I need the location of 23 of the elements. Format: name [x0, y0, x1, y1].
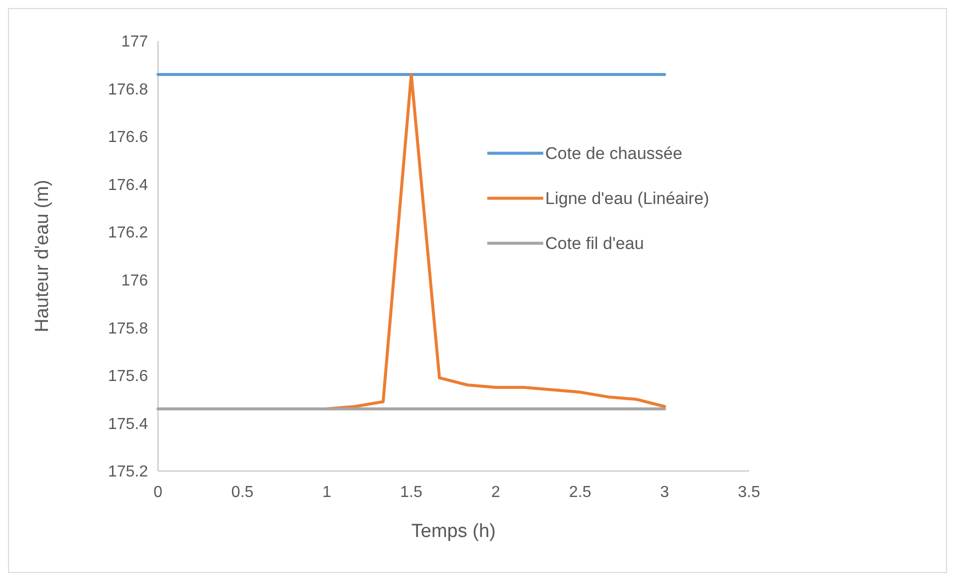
y-tick-label: 176.2 [108, 224, 148, 242]
y-tick-label: 175.4 [108, 416, 148, 433]
x-tick-label: 3 [660, 484, 670, 501]
y-tick-label: 176 [121, 272, 148, 290]
legend-label: Cote de chaussée [545, 144, 682, 164]
x-tick-label: 2 [491, 484, 500, 501]
x-tick-label: 0.5 [231, 484, 254, 501]
y-tick-label: 175.6 [108, 368, 148, 386]
legend-label: Ligne d'eau (Linéaire) [545, 189, 710, 208]
y-tick-label: 176.4 [108, 176, 148, 194]
y-tick-label: 175.2 [108, 464, 148, 481]
x-tick-label: 3.5 [738, 484, 760, 501]
y-tick-label: 176.8 [108, 81, 148, 98]
x-tick-label: 1 [322, 484, 332, 501]
x-axis-title: Temps (h) [411, 521, 496, 542]
x-tick-label: 0 [154, 484, 163, 501]
x-tick-label: 2.5 [569, 484, 592, 501]
x-tick-label: 1.5 [400, 484, 423, 501]
y-tick-label: 175.8 [108, 320, 148, 338]
y-axis-title: Hauteur d'eau (m) [32, 180, 53, 332]
legend-label: Cote fil d'eau [545, 234, 644, 254]
y-tick-label: 176.6 [108, 129, 148, 146]
y-tick-label: 177 [121, 34, 148, 51]
